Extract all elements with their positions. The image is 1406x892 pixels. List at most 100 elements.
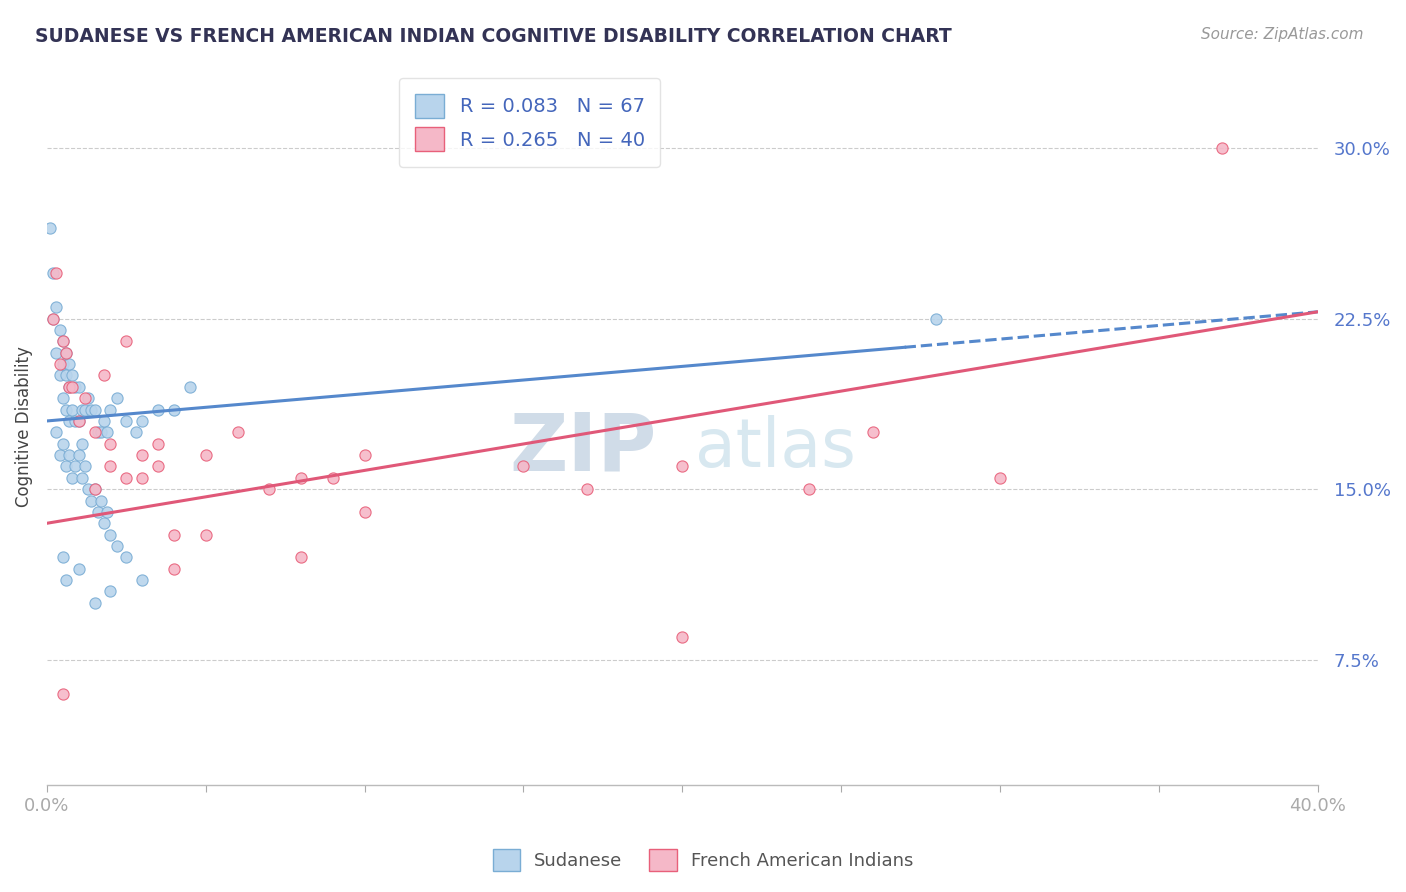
Point [48,368,70,383]
Point [70,471,93,485]
Point [60,471,83,485]
Point [39,220,62,235]
Point [77,391,100,405]
Point [925,311,948,326]
Point [52,436,75,450]
Point [131,573,153,587]
Point [290,471,312,485]
Point [105,539,128,553]
Point [52,334,75,349]
Point [799,482,821,496]
Point [131,414,153,428]
Point [100,584,122,599]
Point [90,425,112,440]
Point [988,471,1011,485]
Point [163,527,186,541]
Point [55,368,77,383]
Point [93,414,115,428]
Point [55,345,77,359]
Point [52,391,75,405]
Point [125,425,148,440]
Point [671,459,693,474]
Point [163,402,186,417]
Point [87,505,110,519]
Point [115,414,138,428]
Point [67,380,90,394]
Point [67,414,90,428]
Point [146,459,169,474]
Point [100,459,122,474]
Point [73,391,96,405]
Point [512,459,534,474]
Point [58,380,80,394]
Point [60,380,83,394]
Y-axis label: Cognitive Disability: Cognitive Disability [15,346,32,507]
Point [45,266,67,280]
Point [58,448,80,462]
Point [146,402,169,417]
Point [58,357,80,371]
Point [87,425,110,440]
Point [73,459,96,474]
Point [45,300,67,314]
Point [83,482,105,496]
Point [65,459,87,474]
Point [259,482,281,496]
Point [42,311,65,326]
Point [55,573,77,587]
Text: Source: ZipAtlas.com: Source: ZipAtlas.com [1201,27,1364,42]
Point [96,505,118,519]
Point [60,402,83,417]
Point [83,482,105,496]
Point [226,425,249,440]
Legend: R = 0.083   N = 67, R = 0.265   N = 40: R = 0.083 N = 67, R = 0.265 N = 40 [399,78,661,167]
Text: SUDANESE VS FRENCH AMERICAN INDIAN COGNITIVE DISABILITY CORRELATION CHART: SUDANESE VS FRENCH AMERICAN INDIAN COGNI… [35,27,952,45]
Point [194,448,217,462]
Point [83,425,105,440]
Point [45,425,67,440]
Point [48,323,70,337]
Point [575,482,598,496]
Point [353,505,375,519]
Point [290,550,312,565]
Point [131,471,153,485]
Point [1211,141,1233,155]
Point [322,471,344,485]
Point [77,482,100,496]
Point [52,687,75,701]
Point [65,414,87,428]
Point [83,596,105,610]
Point [115,550,138,565]
Point [93,368,115,383]
Point [52,550,75,565]
Point [67,562,90,576]
Point [100,436,122,450]
Point [73,402,96,417]
Point [163,562,186,576]
Point [100,402,122,417]
Point [48,357,70,371]
Legend: Sudanese, French American Indians: Sudanese, French American Indians [485,842,921,879]
Point [131,448,153,462]
Point [60,368,83,383]
Point [70,402,93,417]
Point [55,402,77,417]
Point [353,448,375,462]
Point [179,380,201,394]
Point [115,334,138,349]
Point [70,436,93,450]
Point [194,527,217,541]
Point [67,448,90,462]
Point [52,357,75,371]
Point [42,266,65,280]
Point [65,380,87,394]
Point [83,402,105,417]
Text: atlas: atlas [695,415,856,481]
Point [93,516,115,531]
Point [45,345,67,359]
Point [90,493,112,508]
Point [100,527,122,541]
Point [96,425,118,440]
Point [115,471,138,485]
Point [67,414,90,428]
